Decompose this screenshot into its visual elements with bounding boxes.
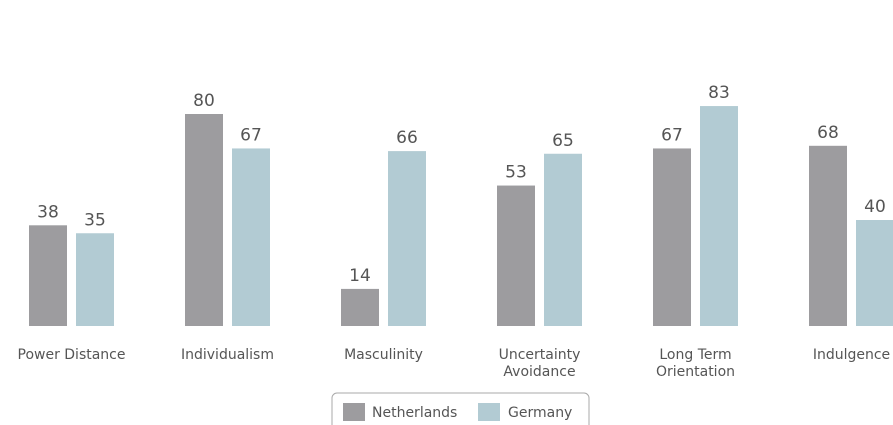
- bar-netherlands-power-distance: [29, 225, 67, 326]
- value-label-netherlands-uncertainty-avoidance: 53: [505, 163, 527, 183]
- value-label-netherlands-indulgence: 68: [817, 123, 839, 143]
- bar-germany-masculinity: [388, 151, 426, 326]
- bars-layer: [29, 106, 893, 326]
- category-label-power-distance: Power Distance: [18, 347, 126, 363]
- legend: Netherlands Germany: [331, 392, 590, 425]
- value-label-germany-long-term-orientation: 83: [708, 83, 730, 103]
- bar-netherlands-indulgence: [809, 145, 847, 326]
- category-label-line: Orientation: [656, 364, 735, 380]
- category-label-line: Masculinity: [344, 347, 423, 363]
- value-label-germany-uncertainty-avoidance: 65: [552, 131, 574, 151]
- value-label-germany-indulgence: 40: [864, 197, 886, 217]
- category-label-line: Indulgence: [813, 347, 890, 363]
- value-label-netherlands-power-distance: 38: [37, 202, 59, 222]
- category-labels-layer: Power Distance Individualism Masculinity Un…: [18, 347, 891, 380]
- legend-swatch-netherlands: [343, 403, 365, 421]
- value-labels-layer: 38 35 80 67 14 66 53 65 67 83 68 40: [37, 83, 886, 286]
- value-label-germany-power-distance: 35: [84, 210, 106, 230]
- bar-germany-individualism: [232, 148, 270, 326]
- bar-germany-uncertainty-avoidance: [544, 153, 582, 326]
- bar-germany-indulgence: [856, 220, 893, 326]
- value-label-netherlands-individualism: 80: [193, 91, 215, 111]
- bar-netherlands-masculinity: [341, 288, 379, 326]
- value-label-germany-masculinity: 66: [396, 128, 418, 148]
- legend-swatch-germany: [478, 403, 500, 421]
- legend-label-netherlands: Netherlands: [372, 405, 457, 421]
- legend-label-germany: Germany: [508, 405, 572, 421]
- category-label-line: Avoidance: [503, 364, 575, 380]
- category-label-line: Individualism: [181, 347, 274, 363]
- legend-frame: [331, 392, 590, 425]
- bar-netherlands-long-term-orientation: [653, 148, 691, 326]
- category-label-masculinity: Masculinity: [344, 347, 423, 363]
- value-label-netherlands-long-term-orientation: 67: [661, 125, 683, 145]
- category-label-long-term-orientation: Long Term Orientation: [656, 347, 735, 380]
- value-label-germany-individualism: 67: [240, 125, 262, 145]
- category-label-line: Uncertainty: [499, 347, 581, 363]
- category-label-indulgence: Indulgence: [813, 347, 890, 363]
- bar-netherlands-uncertainty-avoidance: [497, 185, 535, 326]
- category-label-uncertainty-avoidance: Uncertainty Avoidance: [499, 347, 581, 380]
- bar-germany-power-distance: [76, 233, 114, 326]
- bar-germany-long-term-orientation: [700, 106, 738, 326]
- bar-netherlands-individualism: [185, 114, 223, 326]
- category-label-line: Power Distance: [18, 347, 126, 363]
- value-label-netherlands-masculinity: 14: [349, 266, 371, 286]
- category-label-line: Long Term: [659, 347, 731, 363]
- category-label-individualism: Individualism: [181, 347, 274, 363]
